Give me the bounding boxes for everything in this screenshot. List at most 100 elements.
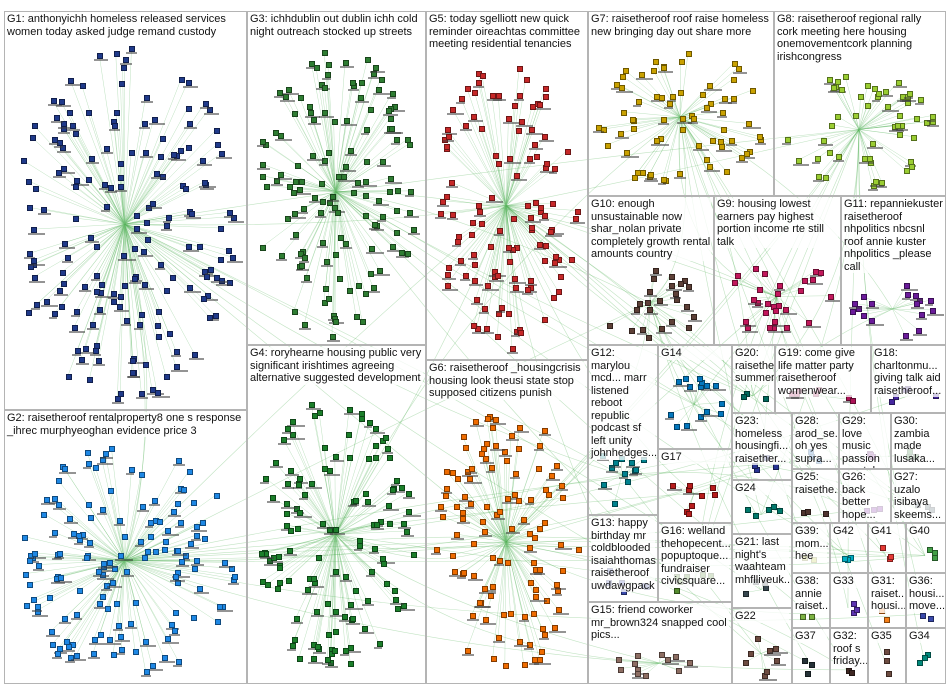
group-G9: G9: housing lowest earners pay highest p… [714,196,841,345]
graph-node [186,285,193,292]
node-label-mark [114,309,130,312]
graph-node [750,296,757,303]
graph-node [476,80,483,87]
node-label-mark [368,551,379,554]
graph-node [373,425,380,432]
graph-node [105,606,112,613]
graph-node [373,65,380,72]
node-label-mark [361,603,374,606]
graph-node [31,258,38,265]
graph-node [404,528,411,535]
node-label-mark [664,107,674,110]
group-label-G5: G5: today sgelliott new quick reminder o… [429,13,585,51]
graph-node [539,648,546,655]
node-label-mark [51,120,64,123]
graph-node [489,583,496,590]
graph-node [34,302,41,309]
graph-node [445,272,452,279]
graph-node [508,432,515,439]
graph-node [860,312,867,319]
node-label-mark [700,388,711,391]
node-label-mark [48,142,59,145]
group-G15: G15: friend coworker mr_brown324 snapped… [588,602,732,684]
node-label-mark [49,501,60,504]
graph-node [376,86,383,93]
graph-node [472,278,479,285]
graph-node [473,296,480,303]
graph-node [496,93,503,100]
graph-node [277,579,284,586]
node-label-mark [550,587,566,590]
graph-node [605,142,612,149]
graph-node [600,482,607,489]
node-label-mark [386,250,399,253]
graph-node [117,634,124,641]
graph-node [392,588,399,595]
graph-node [123,568,130,575]
graph-node [357,543,364,550]
node-label-mark [441,492,453,495]
node-label-mark [140,155,154,158]
graph-node [346,455,353,462]
graph-node [659,326,666,333]
node-label-mark [732,71,747,74]
group-G12: G12: marylou mcd... marr listened reboot… [588,345,658,515]
graph-node [193,533,200,540]
graph-node [331,119,338,126]
node-label-mark [398,609,416,611]
node-label-mark [162,221,171,224]
graph-node [375,198,382,205]
node-label-mark [175,491,187,494]
graph-node [142,554,149,561]
graph-node [526,531,533,538]
node-label-mark [131,232,148,235]
node-label-mark [285,474,300,477]
graph-node [134,226,141,233]
graph-node [535,466,542,473]
node-label-mark [703,169,720,172]
node-label-mark [657,182,666,185]
node-label-mark [360,185,378,188]
graph-node [489,425,496,432]
node-label-mark [597,488,612,491]
graph-node [259,161,266,168]
graph-node [858,93,865,100]
graph-node [362,213,369,220]
graph-node [290,643,297,650]
graph-node [515,127,522,134]
node-label-mark [321,78,331,81]
node-label-mark [273,95,284,98]
graph-node [291,110,298,117]
graph-node [675,379,682,386]
graph-node [117,517,124,524]
node-label-mark [144,525,153,528]
graph-node [450,106,457,113]
node-label-mark [764,654,782,657]
graph-node [207,266,214,273]
graph-node [450,552,457,559]
graph-node [552,254,559,261]
node-label-mark [466,618,479,621]
node-label-mark [374,273,391,276]
graph-node [646,306,653,313]
node-label-mark [71,658,87,661]
graph-node [170,509,177,516]
group-label-G13: G13: happy birthday mr coldblooded isaia… [591,517,656,592]
node-label-mark [301,280,313,283]
node-label-mark [308,586,324,589]
node-label-mark [810,274,822,277]
graph-node [560,495,567,502]
node-label-mark [345,608,364,611]
graph-node [24,602,31,609]
graph-node [363,291,370,298]
graph-node [537,204,544,211]
graph-node [575,208,582,215]
node-label-mark [490,448,506,451]
node-label-mark [37,212,51,215]
node-label-mark [173,463,186,466]
graph-node [202,100,209,107]
graph-node [771,318,778,325]
node-label-mark [545,233,564,236]
graph-node [309,60,316,67]
node-label-mark [528,148,543,151]
